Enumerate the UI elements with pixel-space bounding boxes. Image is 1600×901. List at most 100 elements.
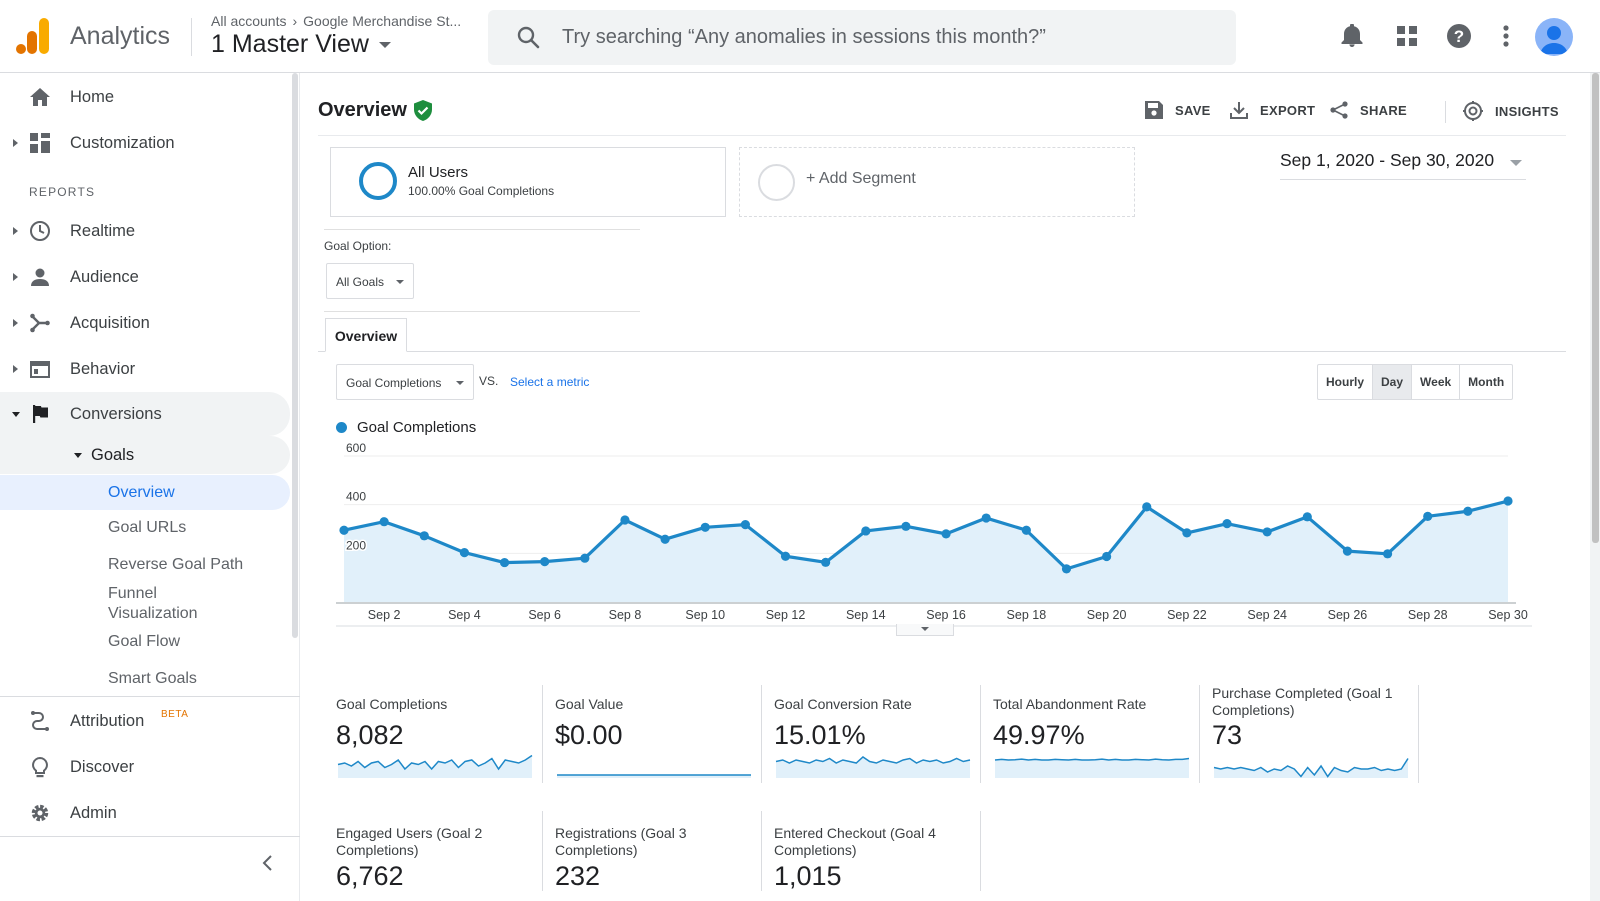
scorecard-tile[interactable]: Goal Value $0.00: [555, 685, 762, 783]
analytics-logo[interactable]: [16, 18, 50, 54]
divider: [324, 229, 640, 230]
breadcrumb-root[interactable]: All accounts: [211, 13, 287, 29]
dashboard-icon: [29, 132, 51, 154]
nav-behavior[interactable]: Behavior: [0, 348, 290, 390]
nav-goal-urls[interactable]: Goal URLs: [108, 519, 187, 536]
search-input[interactable]: [562, 10, 1212, 65]
nav-attribution[interactable]: Attribution: [0, 700, 290, 742]
scrollbar-thumb[interactable]: [1592, 73, 1599, 543]
goal-option-dropdown[interactable]: All Goals: [326, 263, 414, 299]
nav-realtime[interactable]: Realtime: [0, 210, 290, 252]
scorecard-label: Goal Conversion Rate: [774, 696, 912, 712]
nav-audience-label: Audience: [70, 267, 139, 286]
metric-dropdown[interactable]: Goal Completions: [336, 364, 474, 400]
empty-segment-ring-icon: [758, 164, 795, 201]
data-point: [540, 557, 550, 567]
nav-admin[interactable]: Admin: [0, 792, 290, 834]
sparkline-area: [776, 757, 970, 778]
nav-discover[interactable]: Discover: [0, 746, 290, 788]
beta-badge: BETA: [161, 709, 189, 720]
data-point: [1503, 496, 1513, 506]
sparkline-area: [338, 755, 532, 778]
top-bar: Analytics All accounts › Google Merchandis…: [0, 0, 1600, 73]
share-button[interactable]: SHARE: [1330, 101, 1407, 119]
search-bar[interactable]: [488, 10, 1236, 65]
divider: [0, 836, 300, 837]
chart-collapse-handle[interactable]: [896, 624, 954, 636]
nav-home[interactable]: Home: [0, 76, 290, 118]
segment-all-users[interactable]: All Users 100.00% Goal Completions: [330, 147, 726, 217]
data-point: [580, 553, 590, 563]
sidebar-scrollbar[interactable]: [292, 73, 298, 638]
search-icon: [517, 26, 540, 49]
granularity-month[interactable]: Month: [1468, 375, 1505, 389]
page-scrollbar[interactable]: [1590, 73, 1600, 901]
more-vert-icon[interactable]: [1492, 22, 1520, 50]
nav-reverse-goal-path[interactable]: Reverse Goal Path: [108, 556, 244, 573]
nav-conversions[interactable]: Conversions: [0, 392, 290, 436]
nav-goals[interactable]: Goals: [0, 436, 290, 474]
insights-label: INSIGHTS: [1495, 103, 1559, 119]
divider: [324, 311, 640, 312]
account-avatar[interactable]: [1535, 18, 1573, 56]
help-icon[interactable]: ?: [1445, 22, 1473, 50]
x-tick-label: Sep 24: [1247, 608, 1287, 622]
add-segment-label: + Add Segment: [806, 170, 916, 187]
scorecard-value: $0.00: [555, 720, 623, 750]
data-point: [941, 529, 951, 539]
tab-overview[interactable]: Overview: [325, 318, 407, 352]
granularity-week[interactable]: Week: [1412, 365, 1461, 399]
sparkline-line: [1213, 758, 1409, 778]
scorecard-value: 73: [1212, 720, 1243, 750]
metric-value: Goal Completions: [346, 376, 442, 390]
date-range-label: Sep 1, 2020 - Sep 30, 2020: [1280, 150, 1495, 170]
notifications-icon[interactable]: [1338, 22, 1366, 50]
granularity-day[interactable]: Day: [1373, 365, 1413, 399]
x-tick-label: Sep 6: [528, 608, 561, 622]
sparkline-area: [1214, 758, 1408, 778]
insights-button[interactable]: INSIGHTS: [1435, 101, 1559, 121]
export-button[interactable]: EXPORT: [1230, 101, 1315, 119]
nav-customization[interactable]: Customization: [0, 122, 290, 164]
nav-acquisition[interactable]: Acquisition: [0, 302, 290, 344]
scorecard-tile[interactable]: Registrations (Goal 3 Completions) 232: [555, 811, 762, 891]
scorecard-tile[interactable]: Total Abandonment Rate 49.97%: [993, 685, 1200, 783]
nav-audience[interactable]: Audience: [0, 256, 290, 298]
breadcrumb-property[interactable]: Google Merchandise St...: [303, 13, 462, 29]
scorecard-sparkline: [1213, 758, 1409, 778]
nav-funnel-visualization[interactable]: Funnel Visualization: [108, 585, 198, 622]
nav-goal-flow[interactable]: Goal Flow: [108, 633, 181, 650]
account-breadcrumb[interactable]: All accounts › Google Merchandise St...: [211, 13, 461, 29]
add-segment-button[interactable]: + Add Segment: [739, 147, 1135, 217]
gear-icon: [29, 802, 51, 824]
expand-arrow-icon: [13, 227, 18, 235]
scorecard-tile[interactable]: Entered Checkout (Goal 4 Completions) 1,0…: [774, 811, 981, 891]
expand-arrow-icon: [13, 365, 18, 373]
scorecard-tile[interactable]: Goal Completions 8,082: [336, 685, 543, 783]
tab-underline: [318, 351, 1566, 352]
goal-option-value: All Goals: [336, 275, 385, 289]
x-tick-label: Sep 26: [1328, 608, 1368, 622]
nav-goal-overview[interactable]: Overview: [0, 475, 290, 510]
behavior-icon: [29, 358, 51, 380]
select-metric-link[interactable]: Select a metric: [510, 375, 590, 389]
data-point: [1302, 512, 1312, 522]
scorecard-tile[interactable]: Goal Conversion Rate 15.01%: [774, 685, 981, 783]
scorecard-tile[interactable]: Purchase Completed (Goal 1 Completions) 7…: [1212, 685, 1419, 783]
granularity-hourly[interactable]: Hourly: [1318, 365, 1374, 399]
view-selector[interactable]: 1 Master View: [211, 30, 391, 59]
app-title: Analytics: [70, 22, 171, 50]
data-point: [1382, 549, 1393, 559]
apps-grid-icon[interactable]: [1393, 22, 1421, 50]
insights-icon: [1463, 101, 1483, 121]
x-tick-label: Sep 10: [685, 608, 725, 622]
attribution-icon: [29, 710, 51, 732]
date-range-picker[interactable]: Sep 1, 2020 - Sep 30, 2020: [1280, 150, 1526, 180]
x-tick-label: Sep 14: [846, 608, 886, 622]
nav-smart-goals[interactable]: Smart Goals: [108, 670, 197, 687]
save-button[interactable]: SAVE: [1145, 101, 1211, 119]
scorecard-tile[interactable]: Engaged Users (Goal 2 Completions) 6,762: [336, 811, 543, 891]
collapse-sidebar-icon[interactable]: [258, 853, 278, 873]
scorecard-label: Engaged Users (Goal 2 Completions): [336, 825, 483, 858]
x-tick-label: Sep 22: [1167, 608, 1207, 622]
